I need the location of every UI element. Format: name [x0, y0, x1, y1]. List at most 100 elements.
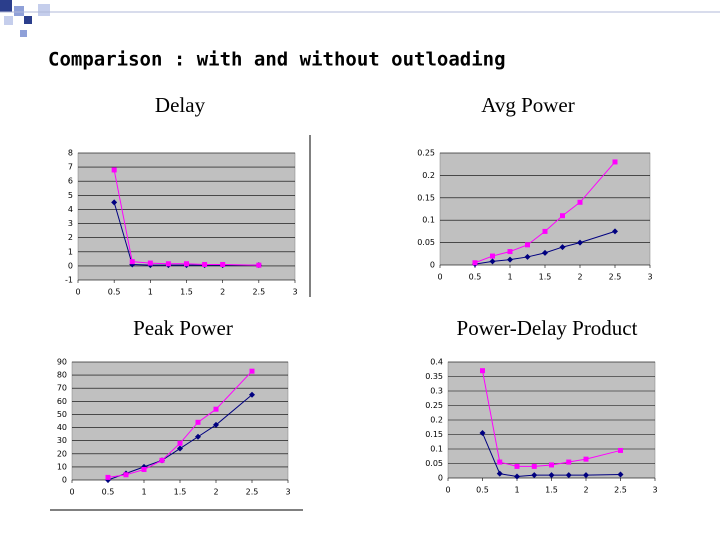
series-line: [107, 370, 253, 478]
marker: [507, 249, 513, 255]
y-tick-label: 0.4: [430, 358, 443, 367]
marker: [111, 199, 118, 206]
marker: [213, 421, 219, 428]
marker: [583, 472, 589, 479]
x-tick-label: 1.5: [545, 486, 558, 495]
x-tick-label: 1.5: [539, 273, 552, 282]
series-line: [113, 202, 259, 266]
y-tick-label: 10: [57, 462, 67, 471]
chart-title: Delay: [155, 93, 206, 117]
marker: [514, 463, 520, 469]
x-tick-label: 3: [292, 288, 297, 297]
x-tick-label: 2.5: [246, 488, 259, 497]
y-tick-label: 50: [57, 410, 67, 419]
y-tick-label: 6: [68, 177, 73, 186]
series-line: [482, 370, 621, 467]
marker: [472, 260, 478, 266]
x-tick-label: 1: [514, 486, 519, 495]
x-tick-label: 0: [445, 486, 450, 495]
series-line: [107, 394, 253, 481]
marker: [165, 261, 171, 267]
y-tick-label: 0.25: [417, 149, 435, 158]
marker: [497, 459, 503, 465]
y-tick-label: 0.2: [422, 171, 435, 180]
marker: [105, 474, 111, 480]
marker: [531, 463, 537, 469]
marker: [514, 473, 520, 480]
y-tick-label: 0.15: [417, 193, 435, 202]
y-tick-label: 2: [68, 233, 73, 242]
slide-title: Comparison : with and without outloading: [48, 49, 506, 71]
marker: [249, 391, 255, 398]
series-line: [474, 230, 616, 265]
y-tick-label: 0.05: [425, 459, 443, 468]
y-tick-label: 40: [57, 423, 67, 432]
marker: [123, 472, 129, 478]
marker: [220, 261, 226, 267]
plot-area: [77, 152, 296, 281]
y-tick-label: 1: [68, 247, 73, 256]
y-tick-label: 0.25: [425, 401, 443, 410]
x-tick-label: 2: [213, 488, 218, 497]
y-tick-label: 30: [57, 436, 67, 445]
y-tick-label: 80: [57, 371, 67, 380]
y-tick-label: 0.35: [425, 372, 443, 381]
x-tick-label: 2: [220, 288, 225, 297]
y-tick-label: 0.1: [430, 445, 443, 454]
marker: [479, 430, 486, 437]
marker: [525, 242, 530, 248]
y-tick-label: 90: [57, 358, 67, 367]
marker: [612, 159, 618, 165]
marker: [612, 228, 618, 235]
marker: [531, 472, 538, 479]
x-tick-label: 2.5: [614, 486, 627, 495]
chart-title: Peak Power: [133, 316, 233, 340]
marker: [213, 406, 219, 412]
x-tick-label: 1.5: [180, 288, 193, 297]
marker: [159, 457, 165, 463]
x-tick-label: 0: [75, 288, 80, 297]
y-tick-label: 0.2: [430, 416, 443, 425]
marker: [617, 471, 624, 478]
x-tick-label: 0.5: [108, 288, 121, 297]
marker: [184, 261, 189, 267]
marker: [147, 260, 153, 266]
marker: [549, 462, 554, 468]
marker: [480, 368, 485, 374]
marker: [524, 253, 531, 260]
plot-area: [71, 361, 289, 481]
y-tick-label: 0: [68, 261, 73, 270]
x-tick-label: 2.5: [609, 273, 622, 282]
y-tick-label: 7: [68, 163, 73, 172]
x-tick-label: 1: [148, 288, 153, 297]
marker: [129, 259, 135, 265]
y-tick-label: 3: [68, 219, 73, 228]
series-line: [113, 169, 259, 266]
y-tick-label: 0: [438, 474, 443, 483]
chart-title: Avg Power: [481, 93, 575, 117]
marker: [490, 253, 495, 259]
marker: [559, 244, 566, 251]
x-tick-label: 0.5: [102, 488, 115, 497]
marker: [195, 419, 201, 425]
marker: [489, 258, 496, 265]
marker: [177, 440, 183, 446]
y-tick-label: -1: [65, 276, 73, 285]
x-tick-label: 0.5: [476, 486, 489, 495]
marker: [542, 228, 548, 234]
series-line: [474, 161, 616, 264]
marker: [202, 261, 208, 267]
marker: [548, 472, 555, 479]
plot-area: [439, 152, 651, 266]
x-tick-label: 1: [507, 273, 512, 282]
y-tick-label: 0.05: [417, 238, 435, 247]
marker: [177, 445, 183, 452]
x-tick-label: 0: [69, 488, 74, 497]
marker: [195, 433, 201, 440]
x-tick-label: 3: [285, 488, 290, 497]
x-tick-label: 3: [647, 273, 652, 282]
y-tick-label: 60: [57, 397, 67, 406]
y-tick-label: 8: [68, 149, 73, 158]
